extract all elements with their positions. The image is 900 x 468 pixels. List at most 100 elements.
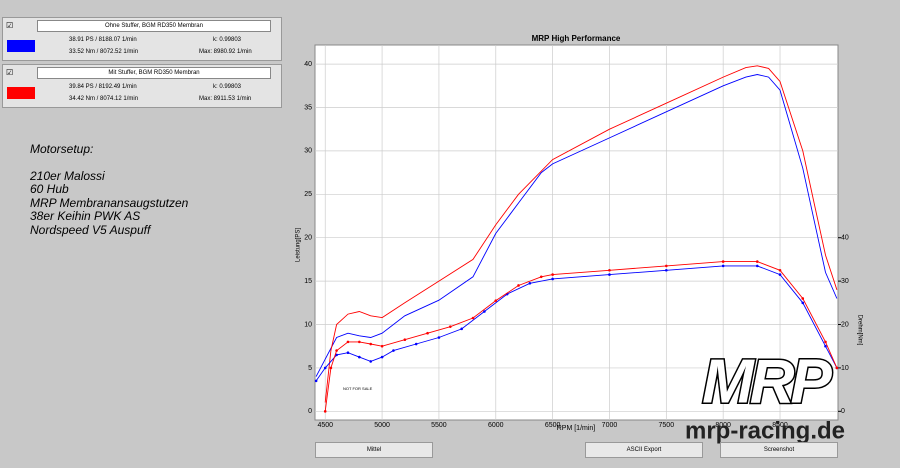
- x-tick-label: 4500: [317, 422, 333, 429]
- data-point: [329, 366, 333, 370]
- power-max: 38.91 PS / 8188.07 1/min: [69, 37, 137, 43]
- x-tick-label: 8500: [772, 422, 788, 429]
- setup-line: 38er Keihin PWK AS: [30, 209, 141, 223]
- y2-tick-label: 20: [841, 321, 849, 328]
- setup-line: Motorsetup:: [30, 142, 94, 156]
- data-point: [755, 260, 759, 263]
- logo-site: mrp-racing.de: [685, 417, 845, 444]
- data-point: [721, 260, 725, 263]
- torque-max: 34.42 Nm / 8074.12 1/min: [69, 96, 139, 102]
- setup-line: 60 Hub: [30, 182, 69, 196]
- x-tick-label: 6500: [545, 422, 561, 429]
- y-tick-label: 20: [304, 235, 312, 242]
- torque-max: 33.52 Nm / 8072.52 1/min: [69, 49, 139, 55]
- logo-mark: MRP: [702, 347, 832, 416]
- data-point: [801, 301, 805, 305]
- run-name: Mit Stuffer, BGM RD350 Membran: [37, 67, 271, 79]
- y2-tick-label: 30: [841, 278, 849, 285]
- y-tick-label: 35: [304, 104, 312, 111]
- data-point: [494, 299, 498, 302]
- y2-axis-label: Drehm[Nm]: [856, 315, 862, 346]
- y2-tick-label: 40: [841, 235, 849, 242]
- data-point: [403, 338, 407, 342]
- button[interactable]: Mittel: [315, 442, 433, 458]
- y-tick-label: 0: [308, 408, 312, 415]
- engine-setup: Motorsetup: 210er Malossi 60 Hub MRP Membra…: [30, 142, 189, 237]
- data-point: [608, 268, 611, 272]
- k-factor: k: 0.99803: [213, 84, 242, 90]
- setup-line: MRP Membranansaugstutzen: [30, 195, 189, 210]
- checkbox[interactable]: ☑: [6, 21, 14, 30]
- x-tick-label: 7500: [659, 422, 675, 429]
- y-tick-label: 5: [308, 365, 312, 372]
- button[interactable]: ASCII Export: [585, 442, 703, 458]
- run-name: Ohne Stuffer, BGM RD350 Membran: [37, 20, 271, 32]
- data-point: [824, 340, 827, 344]
- max-rpm: Max: 8980.92 1/min: [199, 49, 252, 55]
- y-axis-label: Leistung[PS]: [296, 228, 302, 262]
- power-max: 39.84 PS / 8192.49 1/min: [69, 84, 137, 90]
- data-point: [369, 360, 373, 363]
- annotation: NOT FOR SALE: [343, 386, 373, 391]
- data-point: [346, 351, 350, 355]
- data-point: [539, 275, 543, 279]
- data-point: [358, 340, 361, 344]
- data-point: [380, 355, 384, 359]
- data-point: [778, 273, 782, 276]
- data-point: [517, 284, 520, 287]
- data-point: [448, 325, 452, 328]
- k-factor: k: 0.99803: [213, 37, 242, 43]
- data-point: [721, 264, 725, 268]
- data-point: [755, 264, 759, 268]
- x-tick-label: 6000: [488, 422, 504, 429]
- data-point: [335, 353, 338, 357]
- data-point: [414, 342, 418, 346]
- setup-line: Nordspeed V5 Auspuff: [30, 222, 151, 237]
- data-point: [801, 297, 805, 300]
- data-point: [528, 281, 532, 285]
- y-tick-label: 30: [304, 148, 312, 155]
- data-point: [314, 379, 318, 383]
- data-point: [551, 273, 554, 276]
- color-swatch[interactable]: [7, 87, 35, 99]
- data-point: [426, 331, 429, 335]
- y2-tick-label: 0: [841, 408, 845, 415]
- x-tick-label: 7000: [602, 422, 618, 429]
- y2-tick-label: 10: [841, 365, 849, 372]
- data-point: [346, 340, 350, 344]
- checkbox[interactable]: ☑: [6, 68, 14, 77]
- data-point: [778, 268, 782, 272]
- data-point: [483, 310, 486, 313]
- data-point: [608, 273, 611, 276]
- data-point: [437, 336, 441, 339]
- y-tick-label: 40: [304, 61, 312, 68]
- data-point: [392, 349, 395, 352]
- y-tick-label: 15: [304, 278, 312, 285]
- legend-panel: ☑ Mit Stuffer, BGM RD350 Membran 39.84 P…: [2, 64, 282, 108]
- x-tick-label: 8000: [715, 422, 731, 429]
- setup-line: 210er Malossi: [30, 168, 105, 183]
- data-point: [369, 342, 373, 346]
- color-swatch[interactable]: [7, 40, 35, 52]
- x-tick-label: 5000: [374, 422, 390, 429]
- data-point: [358, 355, 361, 359]
- button[interactable]: Screenshot: [720, 442, 838, 458]
- data-point: [380, 344, 384, 348]
- legend-panel: ☑ Ohne Stuffer, BGM RD350 Membran 38.91 …: [2, 17, 282, 61]
- y-tick-label: 10: [304, 321, 312, 328]
- data-point: [835, 366, 839, 370]
- chart-title: MRP High Performance: [532, 34, 621, 43]
- data-point: [335, 349, 338, 352]
- data-point: [665, 268, 668, 272]
- data-point: [471, 316, 475, 320]
- data-line: [324, 65, 838, 403]
- x-axis-label: RPM [1/min]: [557, 425, 596, 432]
- data-point: [323, 366, 327, 370]
- data-point: [824, 344, 827, 348]
- data-line: [315, 74, 838, 377]
- plot: 4500 5000 5500 6000 6500 7000 7500 8000 8500 0 5 10…: [304, 45, 849, 429]
- data-point: [460, 327, 463, 331]
- data-point: [323, 410, 327, 413]
